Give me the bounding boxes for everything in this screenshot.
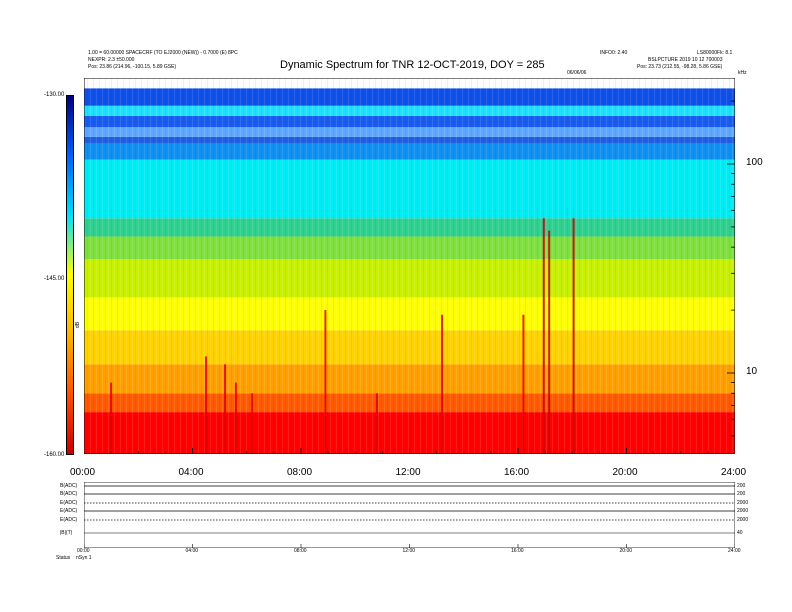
y-tick-label-100: 100: [746, 157, 763, 168]
radio-burst: [441, 314, 444, 454]
texture-overlay: [84, 78, 735, 454]
panel-label: B(ADC): [60, 491, 78, 497]
lower-x-tick-label: 08:00: [294, 548, 307, 554]
header-left-line1: 1.00 = 60.00000 SPACECRF (TO EJ2000 (NEW…: [88, 50, 238, 56]
panel-right-label: 2000: [737, 517, 749, 523]
colorbar-tick: -130.00: [44, 92, 65, 98]
panel-right-label: 40: [737, 530, 743, 536]
radio-burst: [110, 382, 113, 454]
y-tick-label-10: 10: [746, 366, 758, 377]
radio-burst: [234, 382, 237, 454]
chart-title: Dynamic Spectrum for TNR 12-OCT-2019, DO…: [280, 59, 545, 71]
x-tick-label: 24:00: [721, 467, 747, 478]
header-left-line3: Pos: 23.86 (214.96, -100.15, 5.89 GSE): [88, 64, 177, 70]
radio-burst: [324, 310, 327, 454]
y-unit-label: kHz: [738, 70, 747, 76]
radio-burst: [522, 314, 525, 454]
x-tick-label: 04:00: [178, 467, 204, 478]
header-right-line2: LS80000Fk: 8.1: [697, 50, 733, 56]
lower-frame: [84, 482, 735, 548]
panel-label: E(ADC): [60, 517, 78, 523]
header-left-line2: NEXPR: 2.3 ±50.000: [88, 57, 135, 63]
radio-burst: [542, 218, 545, 454]
radio-burst: [224, 364, 227, 454]
x-tick-label: 16:00: [504, 467, 530, 478]
status-value: nSyn 1: [76, 555, 92, 561]
panel-label: |B|(T): [60, 530, 73, 536]
header-small-label: 06/06/06: [567, 70, 587, 76]
panel-right-label: 2000: [737, 500, 749, 506]
header-right-line1: INFO0: 2.40: [600, 50, 628, 56]
panel-label: B(ADC): [60, 483, 78, 489]
lower-x-tick-label: 24:00: [728, 548, 741, 554]
colorbar-tick: -160.00: [44, 452, 65, 458]
lower-x-tick-label: 16:00: [511, 548, 524, 554]
status-label: Status: [56, 555, 71, 561]
x-tick-label: 20:00: [612, 467, 638, 478]
panel-right-label: 200: [737, 491, 746, 497]
radio-burst: [375, 393, 378, 454]
header-right-line3: BSLPCTURE 2019 10 12 700003: [648, 57, 723, 63]
housekeeping-panels: [84, 482, 735, 548]
spectrogram-plot: [84, 78, 735, 454]
panel-right-label: 200: [737, 483, 746, 489]
lower-x-tick-label: 04:00: [185, 548, 199, 554]
radio-burst: [548, 230, 551, 454]
colorbar: [66, 95, 74, 455]
radio-burst: [572, 218, 575, 454]
panel-right-label: 2000: [737, 508, 749, 514]
radio-burst: [205, 356, 208, 454]
panel-label: E(ADC): [60, 508, 78, 514]
x-tick-label: 00:00: [70, 467, 96, 478]
lower-x-tick-label: 12:00: [402, 548, 416, 554]
x-tick-label: 08:00: [287, 467, 313, 478]
radio-burst: [251, 393, 254, 454]
header-right-line4: Pos: 23.73 (212.55, -98.28, 5.86 GSE): [637, 64, 723, 70]
colorbar-tick: -145.00: [44, 276, 65, 282]
lower-x-tick-label: 00:00: [77, 548, 90, 554]
x-tick-label: 12:00: [395, 467, 421, 478]
colorbar-label: dB: [75, 321, 82, 329]
lower-x-tick-label: 20:00: [619, 548, 633, 554]
panel-label: E(ADC): [60, 500, 78, 506]
